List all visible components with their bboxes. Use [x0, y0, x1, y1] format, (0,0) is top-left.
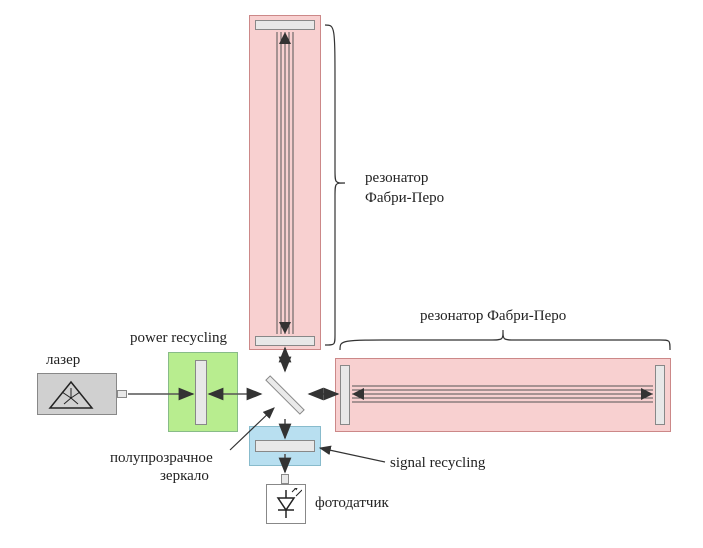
signal-recycling-mirror	[255, 440, 315, 452]
photodetector-label: фотодатчик	[315, 495, 389, 512]
fp-cavity-right-box	[335, 358, 671, 432]
mirror-right-near	[340, 365, 350, 425]
power-recycling-mirror	[195, 360, 207, 425]
mirror-top-far	[255, 20, 315, 30]
laser-icon	[48, 380, 94, 410]
beamsplitter-label-l1: полупрозрачное	[110, 450, 213, 467]
mirror-right-far	[655, 365, 665, 425]
beamsplitter-label-l2: зеркало	[160, 468, 209, 485]
mirror-top-near	[255, 336, 315, 346]
laser-output-stub	[117, 390, 127, 398]
laser-label: лазер	[46, 352, 80, 369]
fp-top-label-l1: резонатор	[365, 170, 428, 187]
fp-top-label-l2: Фабри-Перо	[365, 190, 444, 207]
signal-recycling-label: signal recycling	[390, 455, 485, 472]
power-recycling-label: power recycling	[130, 330, 227, 347]
fp-cavity-top-box	[249, 15, 321, 350]
beam-overlay	[0, 0, 703, 548]
detector-input-stub	[281, 474, 289, 484]
photodetector-icon	[270, 488, 302, 520]
fp-right-label: резонатор Фабри-Перо	[420, 308, 566, 325]
